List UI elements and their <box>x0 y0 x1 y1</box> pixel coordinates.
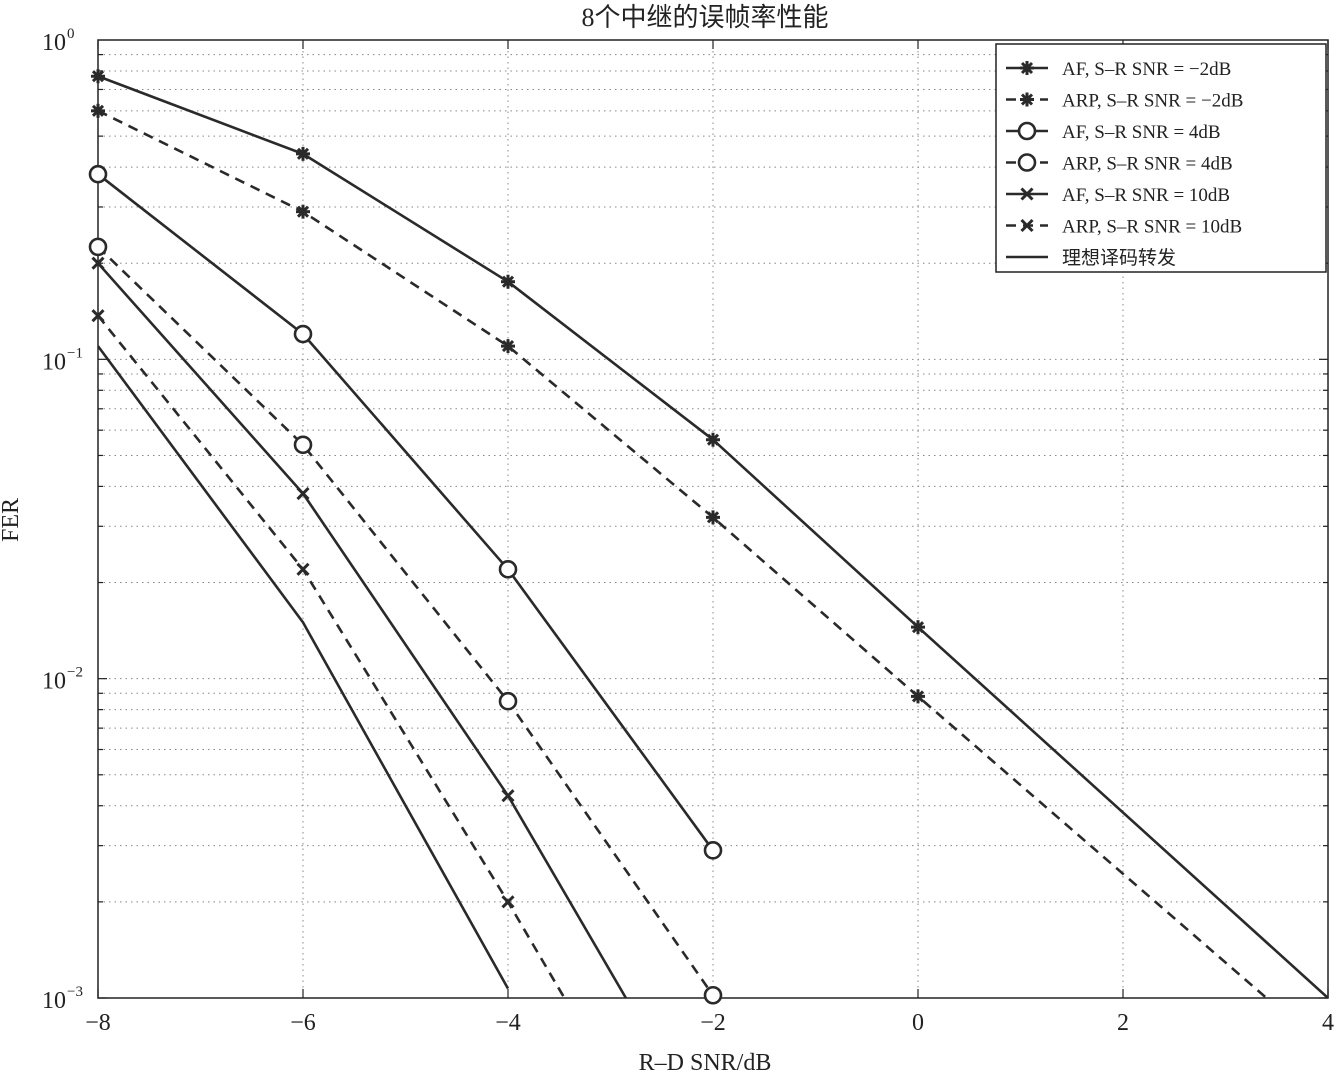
marker-x-stroke <box>91 256 105 270</box>
x-tick-label: −4 <box>495 1010 521 1036</box>
marker-star-stroke <box>296 147 310 160</box>
marker-star-stroke <box>296 205 310 218</box>
marker-star-stroke <box>706 433 720 446</box>
legend: AF, S–R SNR = −2dB ARP, S–R SNR = −2dB AF,… <box>995 43 1327 273</box>
marker-star <box>911 689 925 704</box>
marker-star-stroke <box>91 70 105 83</box>
x-tick-label: −8 <box>85 1010 111 1036</box>
marker-star <box>706 510 720 525</box>
marker-star <box>911 620 925 635</box>
series-line-2 <box>98 109 1268 998</box>
x-tick-label: −2 <box>700 1010 726 1036</box>
marker-star-stroke <box>706 511 720 524</box>
marker-circle <box>498 691 518 711</box>
marker-x <box>296 562 310 576</box>
legend-box <box>995 43 1327 273</box>
legend-label-5: AF, S–R SNR = 10dB <box>1062 185 1230 206</box>
marker-x-stroke <box>1020 187 1034 201</box>
marker-circle <box>703 985 723 1005</box>
marker-x-stroke <box>501 895 515 909</box>
y-tick-label: 10 <box>42 669 66 695</box>
marker-star-stroke <box>911 690 925 703</box>
y-tick-label: 10 <box>42 988 66 1014</box>
y-tick-exponent: −1 <box>67 345 83 361</box>
marker-star <box>1020 61 1034 75</box>
legend-label-6: ARP, S–R SNR = 10dB <box>1062 217 1242 238</box>
marker-star <box>1020 92 1034 107</box>
marker-circle <box>88 237 108 257</box>
marker-group <box>88 69 925 1005</box>
marker-x <box>1020 187 1034 201</box>
marker-x <box>501 789 515 803</box>
marker-circle <box>293 324 313 344</box>
marker-x-stroke <box>91 309 105 323</box>
y-tick-exponent: −2 <box>67 665 83 681</box>
marker-x <box>501 895 515 909</box>
series-line-7 <box>98 345 510 990</box>
marker-star-stroke <box>91 104 105 117</box>
series-line-6 <box>98 314 566 998</box>
marker-star <box>296 204 310 219</box>
y-tick-label: 10 <box>42 30 66 56</box>
marker-x-stroke <box>1020 218 1034 233</box>
marker-x <box>296 486 310 501</box>
marker-star <box>501 274 515 289</box>
x-tick-labels: −8 −6 −4 −2 0 2 4 <box>85 1010 1334 1036</box>
marker-circle <box>498 560 518 579</box>
x-axis-label: R–D SNR/dB <box>639 1050 772 1074</box>
chart-title: 8个中继的误帧率性能 <box>581 3 828 32</box>
marker-circle <box>293 435 313 455</box>
marker-star-stroke <box>1020 61 1034 75</box>
marker-star <box>91 69 105 84</box>
legend-label-1: AF, S–R SNR = −2dB <box>1062 59 1231 80</box>
marker-x <box>91 256 105 270</box>
marker-star <box>296 146 310 161</box>
x-tick-label: 0 <box>912 1010 924 1036</box>
series-line-4 <box>98 245 715 997</box>
marker-x <box>91 309 105 323</box>
x-tick-label: −6 <box>290 1010 316 1036</box>
marker-circle <box>1017 121 1037 141</box>
marker-circle <box>88 164 108 184</box>
series-line-1 <box>98 74 1328 998</box>
series-line-3 <box>98 173 715 852</box>
y-tick-label: 10 <box>42 349 66 375</box>
series-group <box>98 74 1328 998</box>
legend-label-2: ARP, S–R SNR = −2dB <box>1062 91 1243 112</box>
marker-circle <box>703 841 723 860</box>
x-tick-label: 4 <box>1322 1010 1334 1036</box>
marker-star-stroke <box>501 275 515 288</box>
marker-x-stroke <box>501 789 515 803</box>
marker-circle <box>1017 153 1037 172</box>
marker-star <box>706 432 720 447</box>
y-axis-label: FER <box>0 498 24 542</box>
marker-star <box>91 103 105 118</box>
marker-star-stroke <box>911 621 925 634</box>
legend-label-7: 理想译码转发 <box>1062 247 1176 269</box>
y-tick-exponent: −3 <box>67 984 83 1000</box>
x-tick-label: 2 <box>1117 1010 1129 1036</box>
marker-star-stroke <box>501 340 515 353</box>
series-line-5 <box>98 262 628 998</box>
y-tick-exponent: 0 <box>67 26 75 42</box>
marker-x-stroke <box>296 562 310 576</box>
marker-star-stroke <box>1020 93 1034 106</box>
marker-x-stroke <box>296 486 310 501</box>
marker-star <box>501 339 515 354</box>
marker-x <box>1020 218 1034 233</box>
legend-label-4: ARP, S–R SNR = 4dB <box>1062 154 1233 175</box>
legend-label-3: AF, S–R SNR = 4dB <box>1062 122 1221 143</box>
